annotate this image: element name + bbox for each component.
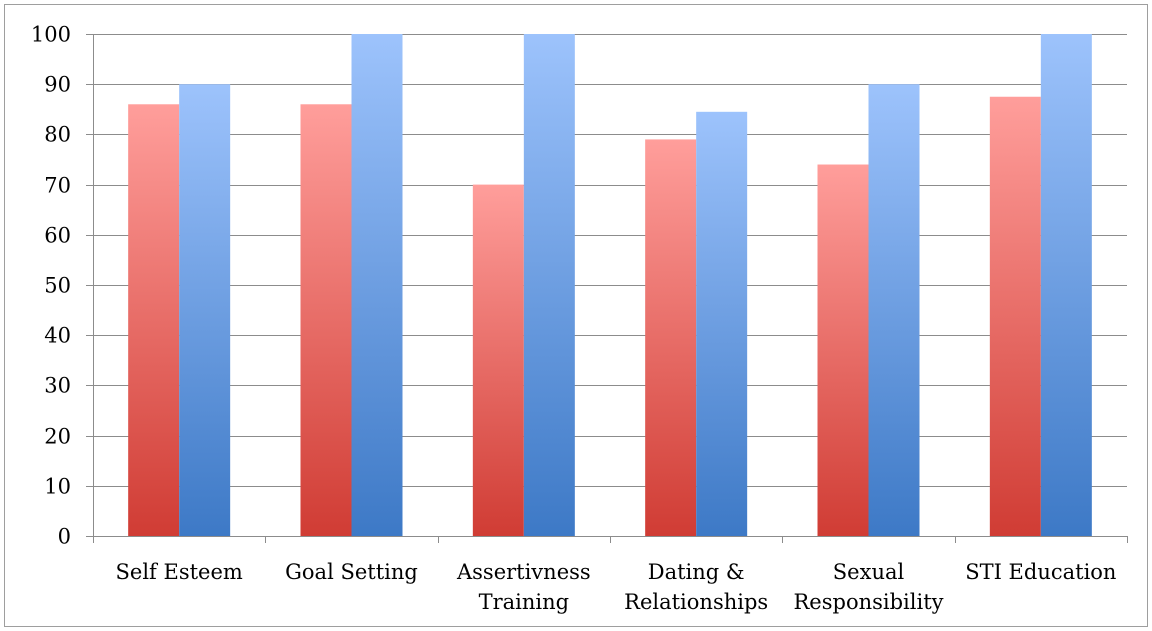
bar-series1-1 — [300, 104, 352, 536]
x-category-label: Sexual — [833, 560, 905, 584]
y-tick-label: 20 — [44, 425, 71, 449]
y-tick-label: 70 — [44, 174, 71, 198]
y-tick-label: 0 — [58, 525, 71, 549]
gridlines — [93, 34, 1127, 487]
x-category-label: Responsibility — [793, 590, 943, 614]
y-tick-label: 30 — [44, 374, 71, 398]
bar-series2-3 — [696, 111, 748, 536]
bar-series2-1 — [351, 34, 403, 536]
y-tick-label: 50 — [44, 274, 71, 298]
bars — [128, 34, 1092, 537]
x-category-label: Self Esteem — [116, 560, 243, 584]
x-category-label: Goal Setting — [285, 560, 418, 584]
bar-series1-0 — [128, 104, 180, 536]
y-tick-label: 40 — [44, 324, 71, 348]
bar-series2-0 — [179, 84, 231, 536]
y-tick-label: 80 — [44, 123, 71, 147]
y-tick-label: 100 — [31, 23, 71, 47]
x-category-label: STI Education — [965, 560, 1116, 584]
bar-series1-3 — [645, 139, 697, 537]
y-tick-label: 10 — [44, 475, 71, 499]
bar-series2-2 — [523, 34, 575, 536]
bar-series2-5 — [1040, 34, 1092, 536]
labels: 0 10 20 30 40 50 60 70 80 90 100 Self Esteem Goal Se… — [31, 23, 1117, 615]
x-category-label: Dating & — [648, 560, 745, 584]
bar-series1-5 — [989, 96, 1041, 536]
bar-series1-2 — [472, 184, 524, 536]
x-category-label: Relationships — [624, 590, 768, 614]
axes — [86, 34, 1128, 543]
bar-series1-4 — [817, 164, 869, 536]
y-tick-label: 90 — [44, 73, 71, 97]
x-category-label: Assertivness — [456, 560, 591, 584]
y-tick-label: 60 — [44, 224, 71, 248]
bar-series2-4 — [868, 84, 920, 536]
x-category-label: Training — [479, 590, 570, 614]
